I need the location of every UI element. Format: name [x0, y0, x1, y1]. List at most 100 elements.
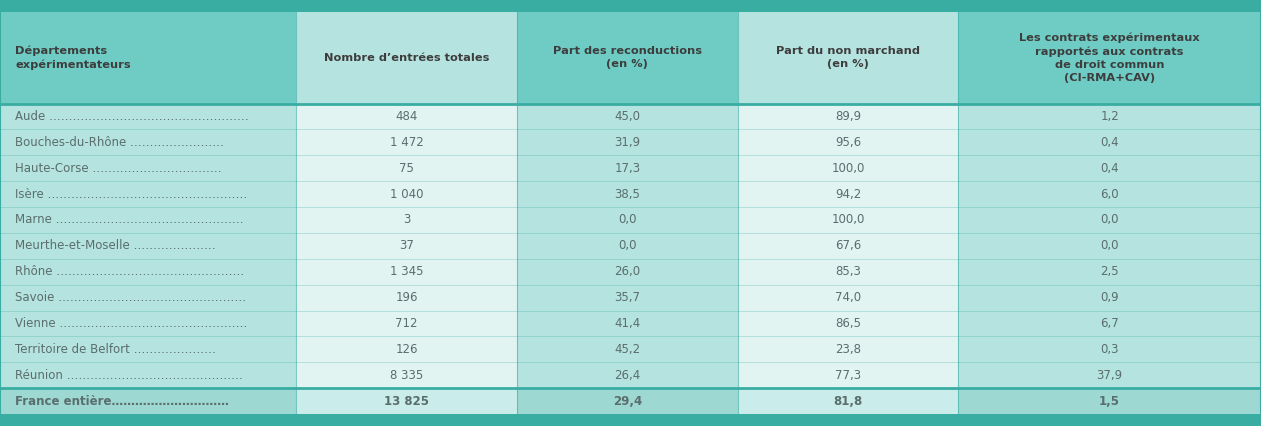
Bar — [958, 104, 1261, 130]
Text: Meurthe-et-Moselle …………………: Meurthe-et-Moselle ………………… — [15, 239, 216, 252]
Bar — [958, 362, 1261, 388]
Bar — [0, 337, 296, 362]
Bar — [296, 104, 517, 130]
Bar — [517, 130, 738, 155]
Text: 13 825: 13 825 — [385, 394, 429, 408]
Text: 81,8: 81,8 — [834, 394, 863, 408]
Bar — [0, 155, 296, 181]
Bar — [0, 104, 296, 130]
Text: 17,3: 17,3 — [614, 162, 641, 175]
Bar — [738, 362, 958, 388]
Bar — [958, 388, 1261, 414]
Text: 74,0: 74,0 — [835, 291, 861, 304]
Text: 41,4: 41,4 — [614, 317, 641, 330]
Text: 0,0: 0,0 — [618, 239, 637, 252]
Bar — [0, 233, 296, 259]
Bar — [517, 233, 738, 259]
Text: 100,0: 100,0 — [831, 213, 865, 227]
Bar — [296, 207, 517, 233]
Bar — [296, 155, 517, 181]
Text: 3: 3 — [404, 213, 410, 227]
Text: France entière…………………………: France entière………………………… — [15, 394, 230, 408]
Text: 484: 484 — [396, 110, 417, 123]
Text: Bouches-du-Rhône ……………………: Bouches-du-Rhône …………………… — [15, 136, 224, 149]
Bar — [517, 337, 738, 362]
Text: Marne …………………………………………: Marne ………………………………………… — [15, 213, 243, 227]
Text: Nombre d’entrées totales: Nombre d’entrées totales — [324, 53, 489, 63]
Text: 37,9: 37,9 — [1097, 369, 1122, 382]
Bar — [958, 259, 1261, 285]
Text: Vienne …………………………………………: Vienne ………………………………………… — [15, 317, 247, 330]
Bar — [517, 207, 738, 233]
Bar — [738, 311, 958, 337]
Bar — [517, 155, 738, 181]
Text: Aude ……………………………………………: Aude …………………………………………… — [15, 110, 248, 123]
Bar — [296, 259, 517, 285]
Text: 1 345: 1 345 — [390, 265, 424, 278]
Text: 31,9: 31,9 — [614, 136, 641, 149]
Bar — [738, 181, 958, 207]
Text: Rhône …………………………………………: Rhône ………………………………………… — [15, 265, 245, 278]
Bar — [738, 233, 958, 259]
Text: 712: 712 — [396, 317, 417, 330]
Text: 1 040: 1 040 — [390, 187, 424, 201]
Text: Isère ……………………………………………: Isère …………………………………………… — [15, 187, 247, 201]
Bar — [0, 414, 1261, 426]
Bar — [0, 259, 296, 285]
Bar — [517, 362, 738, 388]
Bar — [958, 181, 1261, 207]
Text: 0,0: 0,0 — [618, 213, 637, 227]
Text: 77,3: 77,3 — [835, 369, 861, 382]
Bar — [738, 130, 958, 155]
Bar — [958, 311, 1261, 337]
Bar — [0, 388, 296, 414]
Text: 0,4: 0,4 — [1101, 136, 1119, 149]
Bar — [958, 207, 1261, 233]
Bar — [0, 362, 296, 388]
Text: 89,9: 89,9 — [835, 110, 861, 123]
Bar — [0, 285, 296, 311]
Text: Haute-Corse ……………………………: Haute-Corse …………………………… — [15, 162, 222, 175]
Text: 45,0: 45,0 — [614, 110, 641, 123]
Bar — [517, 181, 738, 207]
Text: Part des reconductions
(en %): Part des reconductions (en %) — [552, 46, 702, 69]
Bar — [0, 311, 296, 337]
Text: 86,5: 86,5 — [835, 317, 861, 330]
Bar — [958, 155, 1261, 181]
Bar — [0, 130, 296, 155]
Text: Départements
expérimentateurs: Départements expérimentateurs — [15, 46, 131, 70]
Bar — [0, 207, 296, 233]
Text: 26,0: 26,0 — [614, 265, 641, 278]
Text: 26,4: 26,4 — [614, 369, 641, 382]
Text: 2,5: 2,5 — [1101, 265, 1119, 278]
Bar — [738, 155, 958, 181]
Bar — [958, 130, 1261, 155]
Text: 6,7: 6,7 — [1101, 317, 1119, 330]
Bar — [296, 388, 517, 414]
Text: 23,8: 23,8 — [835, 343, 861, 356]
Text: Part du non marchand
(en %): Part du non marchand (en %) — [776, 46, 921, 69]
Bar — [738, 337, 958, 362]
Bar — [958, 233, 1261, 259]
Text: 29,4: 29,4 — [613, 394, 642, 408]
Text: 38,5: 38,5 — [614, 187, 641, 201]
Text: 100,0: 100,0 — [831, 162, 865, 175]
Text: 35,7: 35,7 — [614, 291, 641, 304]
Text: 0,0: 0,0 — [1101, 213, 1119, 227]
Bar — [296, 285, 517, 311]
Bar — [0, 181, 296, 207]
Text: Savoie …………………………………………: Savoie ………………………………………… — [15, 291, 246, 304]
Bar — [958, 337, 1261, 362]
Text: 37: 37 — [400, 239, 414, 252]
Bar — [738, 207, 958, 233]
Text: 8 335: 8 335 — [390, 369, 424, 382]
Text: 75: 75 — [400, 162, 414, 175]
Text: 94,2: 94,2 — [835, 187, 861, 201]
Text: Réunion ………………………………………: Réunion ……………………………………… — [15, 369, 243, 382]
Text: 0,9: 0,9 — [1101, 291, 1119, 304]
Bar — [738, 259, 958, 285]
Bar — [738, 285, 958, 311]
Text: 1,5: 1,5 — [1100, 394, 1120, 408]
Text: 0,4: 0,4 — [1101, 162, 1119, 175]
Bar — [517, 259, 738, 285]
